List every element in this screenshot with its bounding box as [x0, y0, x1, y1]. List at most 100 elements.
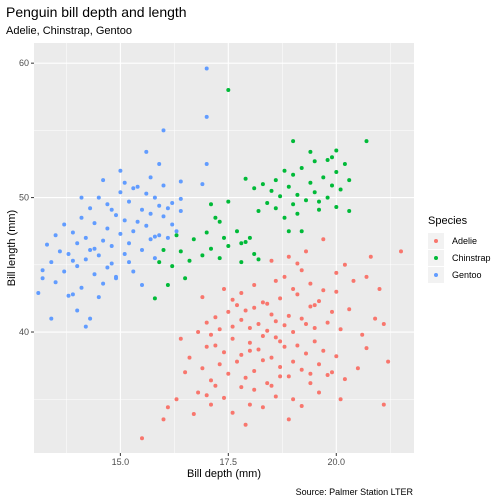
x-tick-label: 15.0 — [112, 457, 130, 467]
point-chinstrap — [260, 182, 265, 187]
point-adelie — [226, 309, 231, 314]
point-gentoo — [79, 195, 84, 200]
point-gentoo — [101, 281, 106, 286]
point-adelie — [295, 261, 300, 266]
point-chinstrap — [286, 229, 291, 234]
point-gentoo — [127, 199, 131, 204]
point-adelie — [260, 358, 265, 363]
point-gentoo — [101, 178, 106, 183]
point-adelie — [239, 317, 244, 322]
point-gentoo — [178, 196, 183, 201]
point-adelie — [377, 287, 382, 291]
point-adelie — [247, 402, 252, 407]
point-chinstrap — [222, 235, 226, 240]
point-adelie — [235, 303, 239, 308]
legend-marker-chinstrap — [434, 256, 438, 260]
point-chinstrap — [170, 264, 175, 269]
point-gentoo — [122, 218, 127, 223]
x-axis-ticks: 15.0 17.5 20.0 — [112, 453, 345, 467]
point-chinstrap — [183, 276, 188, 281]
point-adelie — [200, 295, 205, 300]
point-gentoo — [57, 249, 62, 254]
point-adelie — [299, 268, 304, 273]
point-chinstrap — [308, 149, 313, 154]
point-adelie — [399, 249, 403, 254]
point-chinstrap — [273, 178, 278, 183]
point-adelie — [381, 402, 386, 407]
point-gentoo — [135, 219, 140, 224]
point-adelie — [321, 288, 326, 293]
point-adelie — [230, 410, 235, 415]
point-gentoo — [161, 214, 166, 219]
point-adelie — [265, 381, 270, 386]
point-adelie — [368, 254, 373, 259]
point-chinstrap — [347, 209, 352, 213]
point-adelie — [217, 362, 222, 367]
point-adelie — [364, 274, 369, 279]
point-adelie — [347, 307, 352, 312]
point-chinstrap — [299, 229, 304, 234]
x-tick-label: 20.0 — [328, 457, 346, 467]
point-adelie — [269, 312, 274, 317]
point-gentoo — [49, 316, 54, 321]
point-adelie — [291, 330, 296, 334]
point-adelie — [338, 327, 343, 332]
point-adelie — [204, 320, 209, 325]
point-adelie — [312, 339, 317, 344]
legend-title: Species — [428, 215, 468, 227]
point-gentoo — [157, 162, 162, 166]
point-chinstrap — [226, 88, 231, 92]
point-adelie — [243, 308, 248, 313]
point-gentoo — [152, 234, 157, 239]
point-adelie — [191, 412, 196, 416]
point-adelie — [317, 362, 321, 367]
legend-label-chinstrap: Chinstrap — [452, 253, 491, 263]
point-gentoo — [170, 201, 175, 205]
point-adelie — [282, 323, 287, 328]
point-gentoo — [127, 241, 131, 246]
point-gentoo — [88, 316, 93, 321]
x-axis-title: Bill depth (mm) — [187, 468, 261, 480]
point-adelie — [243, 375, 248, 380]
point-adelie — [317, 299, 321, 304]
point-adelie — [243, 422, 248, 427]
point-adelie — [342, 262, 347, 267]
point-gentoo — [88, 206, 93, 211]
point-gentoo — [66, 252, 71, 256]
point-chinstrap — [330, 155, 334, 160]
point-adelie — [183, 370, 188, 375]
point-chinstrap — [204, 230, 209, 235]
point-gentoo — [92, 221, 97, 226]
legend-marker-adelie — [434, 239, 438, 243]
point-gentoo — [96, 253, 101, 258]
point-adelie — [278, 339, 283, 344]
point-chinstrap — [282, 168, 287, 173]
point-gentoo — [165, 206, 170, 211]
point-gentoo — [118, 190, 123, 195]
point-gentoo — [204, 66, 209, 71]
point-gentoo — [83, 324, 88, 329]
point-adelie — [330, 370, 334, 375]
point-chinstrap — [243, 240, 248, 244]
point-adelie — [286, 254, 291, 259]
point-chinstrap — [338, 187, 343, 192]
legend-label-adelie: Adelie — [452, 236, 477, 246]
point-gentoo — [70, 230, 75, 235]
point-gentoo — [127, 260, 131, 265]
point-gentoo — [105, 202, 110, 207]
point-chinstrap — [308, 180, 313, 185]
point-adelie — [256, 322, 261, 326]
point-chinstrap — [252, 252, 257, 256]
point-chinstrap — [295, 211, 300, 216]
point-adelie — [165, 405, 170, 410]
point-adelie — [269, 355, 274, 360]
point-adelie — [174, 397, 179, 402]
point-chinstrap — [165, 283, 170, 287]
point-gentoo — [131, 269, 136, 274]
point-chinstrap — [157, 260, 162, 265]
point-adelie — [351, 278, 356, 283]
point-adelie — [252, 369, 257, 373]
point-adelie — [209, 378, 213, 383]
point-gentoo — [140, 248, 144, 252]
point-chinstrap — [325, 158, 330, 162]
